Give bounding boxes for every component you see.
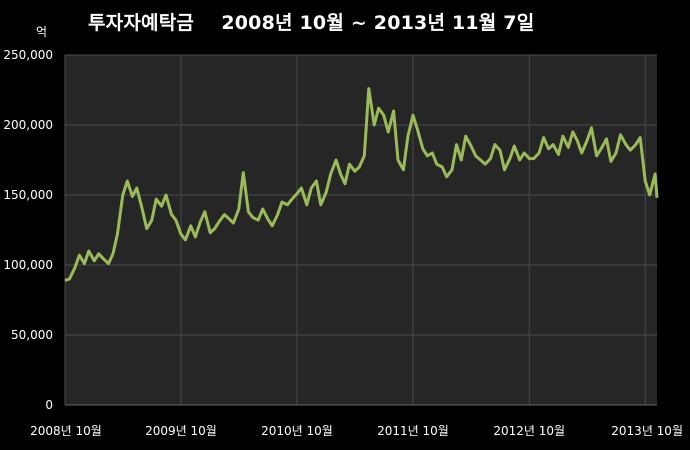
y-tick-label: 50,000 (11, 328, 53, 342)
x-tick-label: 2013년 10월 (611, 424, 683, 438)
y-tick-label: 200,000 (3, 118, 53, 132)
y-tick-label: 0 (45, 398, 53, 412)
plot-area (65, 55, 657, 405)
y-unit-label: 억 (36, 25, 47, 39)
series-line (64, 87, 659, 282)
y-tick-label: 250,000 (3, 48, 53, 62)
y-tick-label: 150,000 (3, 188, 53, 202)
x-tick-label: 2012년 10월 (493, 424, 565, 438)
x-tick-label: 2011년 10월 (377, 424, 449, 438)
x-axis: 2008년 10월 2009년 10월 2010년 10월 2011년 10월 2012… (30, 424, 683, 438)
x-tick-label: 2009년 10월 (145, 424, 217, 438)
x-tick-label: 2010년 10월 (261, 424, 333, 438)
gridlines (64, 54, 657, 406)
chart-title: 투자자예탁금 2008년 10월 ~ 2013년 11월 7일 (88, 12, 535, 34)
x-tick-label: 2008년 10월 (30, 424, 102, 438)
y-axis: 0 50,000 100,000 150,000 200,000 250,000 (3, 48, 53, 412)
y-tick-label: 100,000 (3, 258, 53, 272)
